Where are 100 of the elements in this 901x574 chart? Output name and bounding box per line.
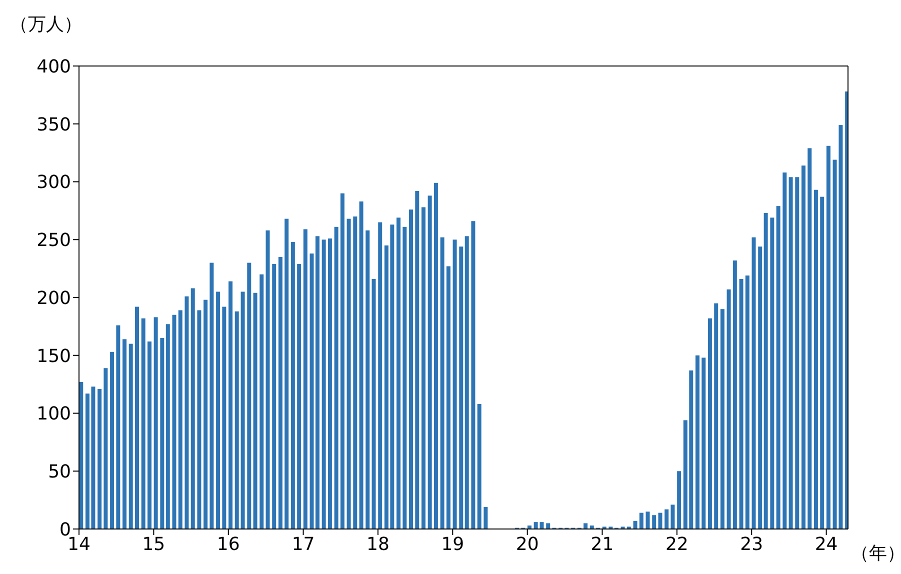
bar: [788, 177, 793, 529]
bar: [334, 226, 338, 529]
bar: [782, 172, 787, 529]
bar: [714, 303, 718, 529]
bar: [664, 509, 669, 529]
y-tick-label: 400: [36, 56, 71, 78]
bar: [752, 237, 756, 529]
bar: [764, 213, 768, 529]
y-tick-label: 200: [36, 288, 71, 309]
y-tick-label: 100: [36, 404, 71, 425]
bar: [639, 512, 644, 529]
bar: [178, 310, 182, 529]
x-tick-label: 23: [740, 534, 764, 555]
y-tick-label: 50: [48, 462, 71, 483]
bar: [396, 218, 401, 529]
bar: [801, 166, 806, 529]
y-tick-label: 250: [36, 230, 71, 252]
bar: [440, 237, 444, 529]
bar: [378, 222, 382, 529]
y-tick-label: 300: [36, 172, 71, 194]
bar: [190, 288, 195, 529]
bar: [484, 507, 488, 529]
bar: [222, 306, 226, 529]
bar: [297, 264, 302, 529]
bar: [646, 512, 650, 529]
bar: [141, 318, 146, 529]
bar: [795, 177, 800, 529]
bar: [720, 309, 724, 529]
bar: [471, 221, 476, 529]
x-tick-label: 15: [142, 534, 166, 555]
bar: [452, 240, 457, 529]
bar: [266, 230, 270, 529]
bar: [204, 300, 208, 529]
bar: [216, 292, 220, 529]
y-axis-title: （万人）: [10, 13, 82, 36]
x-tick-label: 24: [814, 534, 838, 555]
bar: [104, 368, 108, 529]
bar: [240, 292, 245, 529]
bar: [234, 311, 239, 529]
bar: [122, 339, 127, 529]
bar: [303, 229, 308, 529]
x-tick-label: 16: [216, 534, 240, 555]
y-tick-label: 150: [36, 346, 71, 367]
bar: [464, 236, 469, 529]
bar: [826, 146, 830, 529]
x-axis-title: （年）: [851, 542, 901, 565]
bar: [184, 296, 189, 529]
bar: [446, 266, 450, 529]
bar: [172, 314, 176, 529]
bar: [272, 264, 276, 529]
bar: [154, 317, 158, 529]
x-tick-label: 22: [665, 534, 688, 555]
bar: [290, 242, 295, 529]
bar: [147, 341, 152, 529]
bar: [359, 201, 364, 529]
bar: [695, 355, 700, 529]
bar: [366, 230, 370, 529]
bar: [434, 182, 438, 529]
bar: [770, 218, 774, 529]
bar: [409, 210, 413, 529]
x-tick-label: 20: [516, 534, 539, 555]
bar: [346, 218, 351, 529]
bar: [110, 352, 114, 529]
x-tick-label: 18: [366, 534, 390, 555]
y-tick-label: 350: [36, 114, 71, 136]
bar: [732, 260, 737, 529]
bar: [166, 324, 170, 529]
bar: [658, 512, 662, 529]
bar: [421, 207, 426, 529]
bar: [633, 520, 638, 529]
bar: [758, 246, 762, 529]
bar: [702, 358, 706, 529]
bar: [128, 344, 133, 529]
bar: [428, 196, 432, 529]
bar: [415, 191, 420, 529]
bar: [814, 190, 818, 529]
x-tick-label: 21: [590, 534, 614, 555]
bar: [340, 193, 344, 529]
bar: [402, 226, 407, 529]
bar: [477, 404, 482, 529]
bar: [160, 338, 164, 529]
bar: [534, 522, 538, 529]
bar: [670, 504, 675, 529]
bar: [546, 523, 550, 529]
bar: [584, 523, 588, 529]
bar: [540, 522, 544, 529]
bar: [284, 218, 289, 529]
bar: [328, 238, 332, 529]
bar: [322, 240, 326, 529]
bar: [197, 310, 202, 529]
bar: [745, 276, 750, 529]
bar: [652, 515, 656, 529]
bar: [726, 289, 731, 529]
bar: [776, 206, 780, 529]
bar: [210, 262, 214, 529]
bar: [808, 148, 812, 529]
bar: [247, 262, 252, 529]
bar: [98, 388, 102, 529]
bar: [820, 196, 824, 529]
bar: [353, 216, 358, 529]
